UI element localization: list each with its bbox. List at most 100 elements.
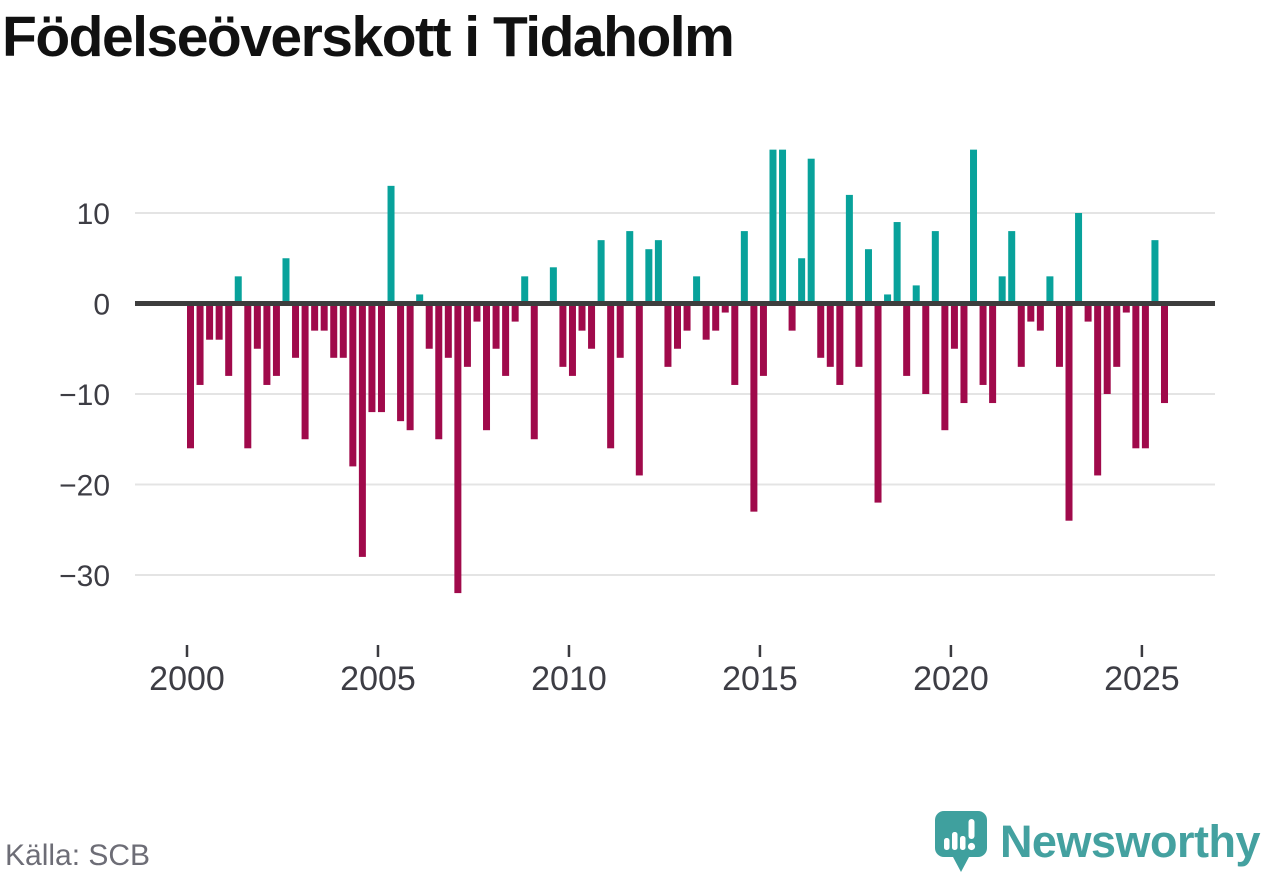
- bar-2015q3: [779, 149, 787, 304]
- bar-2009q3: [549, 267, 557, 304]
- bar-2000q2: [196, 303, 204, 385]
- bar-2024q3: [1122, 303, 1130, 313]
- bar-2025q3: [1160, 303, 1168, 404]
- x-axis-tick-label: 2005: [340, 660, 416, 698]
- bar-2018q1: [874, 303, 882, 503]
- bar-2022q1: [1027, 303, 1035, 322]
- bar-2018q3: [893, 222, 901, 304]
- x-axis-tick-label: 2020: [913, 660, 989, 698]
- y-axis-tick-label: 10: [77, 198, 110, 231]
- bar-2025q1: [1141, 303, 1149, 449]
- bar-2004q3: [358, 303, 366, 557]
- bar-2019q2: [922, 303, 930, 394]
- bar-2000q1: [187, 303, 194, 449]
- bar-2007q1: [454, 303, 462, 594]
- bar-2025q2: [1151, 240, 1159, 304]
- bar-2017q4: [864, 249, 872, 304]
- bar-2011q1: [607, 303, 615, 449]
- bar-2002q1: [263, 303, 271, 385]
- bar-2016q3: [817, 303, 825, 358]
- bar-2024q1: [1103, 303, 1111, 394]
- bar-2017q2: [845, 194, 853, 304]
- bar-2001q4: [253, 303, 261, 349]
- bar-2016q1: [798, 258, 806, 304]
- bar-2021q2: [998, 276, 1006, 304]
- bar-2003q2: [311, 303, 319, 331]
- bar-2014q4: [750, 303, 758, 512]
- bar-2014q3: [740, 231, 748, 304]
- bar-2021q4: [1017, 303, 1025, 367]
- bar-2014q1: [721, 303, 729, 313]
- bar-2011q4: [635, 303, 643, 476]
- bar-2020q3: [970, 149, 978, 304]
- x-axis-tick-label: 2025: [1104, 660, 1180, 698]
- bar-2020q1: [950, 303, 958, 349]
- bar-2011q3: [626, 231, 634, 304]
- bar-2012q2: [654, 240, 662, 304]
- bar-2009q1: [530, 303, 538, 440]
- bar-2002q4: [292, 303, 300, 358]
- x-axis-tick-label: 2015: [722, 660, 798, 698]
- bar-2013q1: [683, 303, 691, 331]
- bar-2010q3: [588, 303, 596, 349]
- bar-2017q3: [855, 303, 863, 367]
- bar-2019q1: [912, 285, 920, 304]
- bar-2018q2: [884, 294, 892, 304]
- x-axis-tick-label: 2010: [531, 660, 607, 698]
- bar-2023q2: [1075, 213, 1083, 304]
- bar-2008q4: [521, 276, 529, 304]
- bar-2018q4: [903, 303, 911, 376]
- source-note: Källa: SCB: [5, 839, 151, 872]
- bar-2014q2: [731, 303, 739, 385]
- bar-2001q3: [244, 303, 252, 449]
- bar-2000q3: [206, 303, 214, 340]
- bar-2016q2: [807, 158, 815, 304]
- bar-2001q1: [225, 303, 233, 376]
- bar-2019q4: [941, 303, 949, 431]
- bar-2021q3: [1008, 231, 1016, 304]
- bar-2004q2: [349, 303, 357, 467]
- bar-2016q4: [826, 303, 834, 367]
- bar-2023q4: [1094, 303, 1102, 476]
- y-axis-tick-label: −10: [59, 379, 110, 412]
- bar-2000q4: [215, 303, 223, 340]
- bar-2003q4: [330, 303, 338, 358]
- bar-2024q4: [1132, 303, 1140, 449]
- bar-2011q2: [616, 303, 624, 358]
- bar-2013q2: [693, 276, 701, 304]
- bar-2010q4: [597, 240, 605, 304]
- bar-2008q3: [511, 303, 519, 322]
- bar-2008q2: [502, 303, 510, 376]
- bar-2015q2: [769, 149, 777, 304]
- y-axis-tick-label: 0: [93, 289, 110, 322]
- bar-2010q2: [578, 303, 586, 331]
- bar-2006q2: [425, 303, 433, 349]
- bar-2015q4: [788, 303, 796, 331]
- bar-2020q2: [960, 303, 968, 404]
- bar-2002q2: [272, 303, 280, 376]
- brand-lockup: Newsworthy: [934, 810, 1261, 874]
- y-axis-tick-label: −20: [59, 470, 110, 503]
- bar-2012q1: [645, 249, 653, 304]
- bar-2007q3: [473, 303, 481, 322]
- bar-2002q3: [282, 258, 290, 304]
- bar-2001q2: [234, 276, 242, 304]
- bar-2006q3: [435, 303, 443, 440]
- bar-2023q1: [1065, 303, 1073, 521]
- bar-2010q1: [568, 303, 576, 376]
- bar-2022q3: [1046, 276, 1054, 304]
- bar-2017q1: [836, 303, 844, 385]
- bar-2003q3: [320, 303, 328, 331]
- bar-2015q1: [759, 303, 767, 376]
- bar-2012q4: [673, 303, 681, 349]
- bar-2006q4: [444, 303, 452, 358]
- bar-2003q1: [301, 303, 309, 440]
- bar-2022q2: [1036, 303, 1044, 331]
- bar-2013q4: [712, 303, 720, 331]
- bar-2007q2: [463, 303, 471, 367]
- bar-2024q2: [1113, 303, 1121, 367]
- bar-2022q4: [1055, 303, 1063, 367]
- bar-2004q1: [339, 303, 347, 358]
- x-axis-tick-label: 2000: [149, 660, 225, 698]
